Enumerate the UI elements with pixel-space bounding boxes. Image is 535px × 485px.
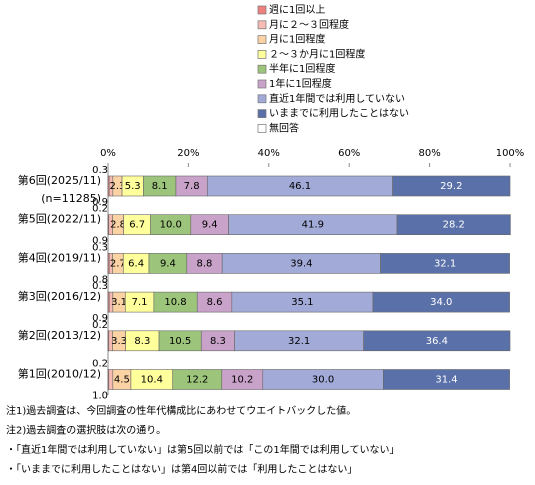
legend-label: 週に1回以上	[269, 4, 325, 16]
x-tick-label: 20%	[177, 148, 199, 159]
data-label: 28.2	[443, 220, 465, 231]
data-label: 32.1	[434, 258, 456, 269]
bar-segment	[363, 330, 511, 352]
note: 注1)過去調査は、今回調査の性年代構成比にあわせてウエイトバックした値。	[6, 404, 356, 417]
data-label: 0.3	[92, 281, 108, 292]
data-label: 0.3	[92, 242, 108, 253]
category-label: 第1回(2010/12)	[18, 367, 101, 381]
data-label: 3.3	[111, 336, 127, 347]
data-label: 10.2	[231, 375, 253, 386]
legend-label: 月に２～３回程度	[269, 18, 349, 31]
data-label: 2.7	[110, 258, 126, 269]
category-label: 第2回(2013/12)	[18, 328, 101, 342]
legend-swatch	[257, 64, 267, 74]
note: 注2)過去調査の選択肢は次の通り。	[6, 424, 166, 437]
data-label: 8.6	[207, 297, 223, 308]
data-label: 10.5	[169, 336, 191, 347]
data-label: 8.3	[134, 336, 150, 347]
data-label: 35.1	[291, 297, 313, 308]
legend-label: ２～３か月に1回程度	[269, 47, 365, 60]
legend-swatch	[257, 5, 267, 15]
category-label: 第3回(2016/12)	[18, 289, 101, 303]
bar-segment	[380, 253, 510, 274]
data-label: 6.7	[129, 220, 145, 231]
sample-size: (n=11285)	[41, 192, 101, 205]
bar-segment	[372, 291, 510, 313]
legend-label: 直近1年間では利用していない	[269, 92, 405, 105]
x-tick-label: 40%	[258, 148, 280, 159]
legend-label: 半年に1回程度	[269, 62, 335, 75]
data-label: 5.3	[125, 181, 141, 192]
data-label: 36.4	[426, 336, 448, 347]
category-label: 第5回(2022/11)	[18, 212, 101, 226]
data-label: 0.2	[92, 204, 108, 215]
legend-swatch	[257, 109, 267, 118]
legend-swatch	[257, 94, 267, 104]
data-label: 0.3	[92, 165, 108, 176]
legend-swatch	[257, 124, 267, 133]
data-label: 4.5	[114, 375, 130, 386]
data-label: 10.0	[160, 220, 182, 231]
data-label: 3.1	[111, 297, 127, 308]
data-label: 1.0	[92, 391, 108, 402]
data-label: 39.4	[290, 258, 312, 269]
legend-swatch	[257, 50, 267, 59]
data-label: 34.0	[430, 297, 452, 308]
note: ・「いままでに利用したことはない」は第4回以前では「利用したことはない」	[6, 463, 357, 476]
x-tick-label: 0%	[100, 148, 116, 159]
data-label: 7.8	[184, 181, 200, 192]
data-label: 2.8	[110, 220, 126, 231]
note: ・「直近1年間では利用していない」は第5回以前では「この1年間では利用していない…	[6, 443, 400, 456]
data-label: 0.2	[92, 359, 108, 370]
legend-label: 1年に1回程度	[269, 77, 332, 90]
data-label: 32.1	[288, 336, 310, 347]
category-label: 第4回(2019/11)	[18, 250, 101, 264]
legend-swatch	[257, 35, 267, 44]
data-label: 8.1	[152, 181, 168, 192]
legend-label: 無回答	[269, 121, 299, 134]
bar-segment	[392, 175, 511, 197]
data-label: 30.0	[312, 375, 334, 386]
legend-swatch	[257, 79, 267, 89]
data-label: 0.9	[92, 197, 108, 208]
data-label: 9.4	[202, 220, 218, 231]
data-label: 6.4	[128, 258, 144, 269]
category-label: 第6回(2025/11)	[18, 173, 101, 187]
data-label: 12.2	[186, 375, 208, 386]
x-tick-label: 80%	[418, 148, 440, 159]
data-label: 0.2	[92, 320, 108, 331]
data-label: 10.8	[164, 297, 186, 308]
data-label: 10.4	[141, 375, 163, 386]
legend-label: いままでに利用したことはない	[269, 108, 409, 120]
x-tick-label: 60%	[338, 148, 360, 159]
data-label: 9.4	[160, 258, 176, 269]
x-tick-label: 100%	[496, 148, 525, 159]
data-label: 0.8	[92, 274, 108, 285]
bar-segment	[108, 369, 114, 390]
data-label: 7.1	[132, 297, 148, 308]
data-label: 0.9	[92, 313, 108, 324]
data-label: 41.9	[302, 220, 324, 231]
data-label: 46.1	[289, 181, 311, 192]
bar-segment	[396, 214, 511, 235]
data-label: 29.2	[440, 181, 462, 192]
data-label: 31.4	[435, 375, 457, 386]
data-label: 2.3	[109, 181, 125, 192]
legend-label: 月に1回程度	[269, 33, 325, 46]
bar-segment	[383, 369, 510, 390]
data-label: 0.9	[92, 236, 108, 247]
data-label: 8.8	[197, 258, 213, 269]
legend-swatch	[257, 20, 267, 30]
data-label: 8.3	[210, 336, 226, 347]
